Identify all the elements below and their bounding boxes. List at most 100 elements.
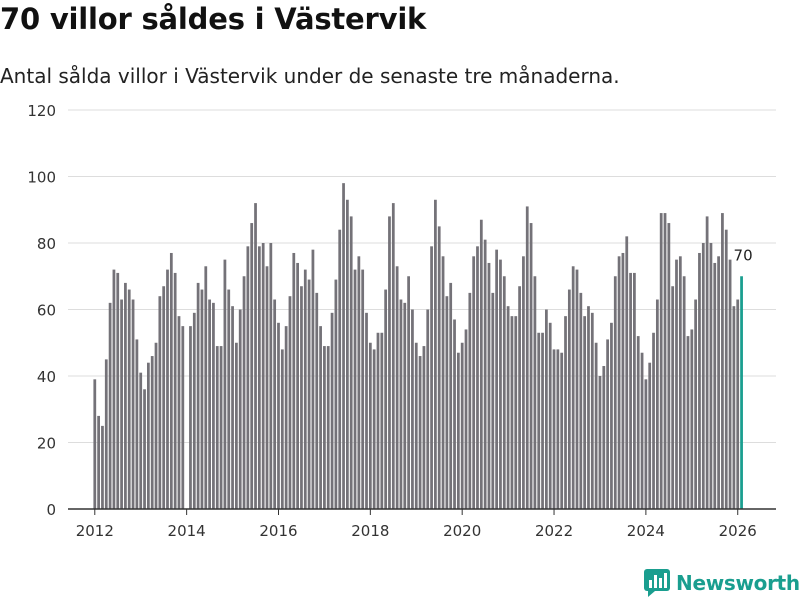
bar xyxy=(499,259,502,510)
bar xyxy=(675,259,678,510)
bar xyxy=(464,329,468,509)
bar xyxy=(158,296,162,509)
bar xyxy=(518,286,521,509)
y-tick-label: 60 xyxy=(37,302,56,320)
bar xyxy=(602,366,606,509)
x-tick-label: 2014 xyxy=(168,522,206,540)
bar xyxy=(678,256,682,509)
bar xyxy=(648,362,652,509)
bar xyxy=(701,243,705,509)
data-labels: 70 xyxy=(734,246,753,264)
bar xyxy=(143,389,146,509)
bar xyxy=(124,282,127,509)
bar xyxy=(671,286,675,509)
bar xyxy=(606,339,609,509)
bar xyxy=(441,256,445,509)
bar xyxy=(411,309,414,509)
bar xyxy=(418,356,422,509)
bar xyxy=(342,183,345,509)
bar xyxy=(640,352,644,509)
bar xyxy=(162,286,166,509)
bar xyxy=(502,276,506,509)
bar xyxy=(460,342,464,509)
bar xyxy=(525,206,529,509)
bar xyxy=(698,252,701,509)
bar xyxy=(663,213,667,509)
bar xyxy=(644,379,648,509)
x-tick-label: 2016 xyxy=(259,522,297,540)
x-tick-label: 2022 xyxy=(535,522,573,540)
bar xyxy=(594,342,598,509)
bar xyxy=(705,216,709,509)
bar xyxy=(146,362,150,509)
bar xyxy=(552,349,556,509)
bar xyxy=(273,299,277,509)
bar xyxy=(613,276,617,509)
bar xyxy=(365,312,368,509)
bar xyxy=(456,352,460,509)
bar xyxy=(261,243,265,509)
bar xyxy=(567,289,571,509)
y-axis-labels: 0 20 40 60 80 100 120 xyxy=(27,102,56,519)
bar xyxy=(564,316,567,509)
bar xyxy=(212,302,215,509)
bar xyxy=(200,289,204,509)
bar-highlight xyxy=(740,276,743,509)
bar xyxy=(166,269,169,509)
y-tick-label: 120 xyxy=(27,102,56,120)
x-tick-label: 2018 xyxy=(351,522,389,540)
bar xyxy=(269,243,273,509)
bar xyxy=(724,229,728,509)
bar xyxy=(709,243,713,509)
bar xyxy=(215,346,219,509)
bar xyxy=(231,306,234,509)
bar xyxy=(434,199,437,509)
bar xyxy=(303,269,307,509)
bar xyxy=(93,379,97,509)
bar xyxy=(713,262,717,509)
bar xyxy=(721,213,724,509)
y-tick-label: 0 xyxy=(46,501,56,519)
bar xyxy=(326,346,330,509)
bar xyxy=(257,246,261,509)
x-tick-label: 2020 xyxy=(443,522,481,540)
bar xyxy=(250,223,254,510)
bars xyxy=(93,183,743,510)
bar xyxy=(104,359,108,510)
bar xyxy=(154,342,158,509)
bar-chart-icon xyxy=(644,569,670,597)
bar xyxy=(510,316,514,509)
bar xyxy=(537,332,541,509)
bar xyxy=(690,329,694,509)
bar xyxy=(598,376,602,509)
bar xyxy=(728,259,732,510)
bar xyxy=(330,312,334,509)
bar xyxy=(533,276,537,509)
y-tick-label: 100 xyxy=(27,169,56,187)
chart-title: 70 villor såldes i Västervik xyxy=(0,2,427,36)
bar xyxy=(357,256,361,509)
bar xyxy=(541,332,544,509)
newsworthy-logo[interactable]: Newsworthy xyxy=(644,568,800,598)
bar xyxy=(384,289,388,509)
bar xyxy=(583,316,587,509)
bar xyxy=(414,342,418,509)
bar xyxy=(453,319,456,509)
bar xyxy=(659,213,663,509)
bar xyxy=(395,266,399,509)
bar xyxy=(717,256,720,509)
bar xyxy=(334,279,338,509)
bar xyxy=(169,252,173,509)
bar xyxy=(368,342,372,509)
bar xyxy=(391,203,395,509)
bar xyxy=(242,276,246,509)
bar xyxy=(403,302,407,509)
bar xyxy=(288,296,292,509)
bar xyxy=(483,239,487,510)
bar xyxy=(495,249,499,509)
bar xyxy=(192,312,196,509)
bar xyxy=(625,236,629,509)
bar xyxy=(173,272,177,509)
bar xyxy=(556,349,560,509)
bar xyxy=(319,326,322,510)
